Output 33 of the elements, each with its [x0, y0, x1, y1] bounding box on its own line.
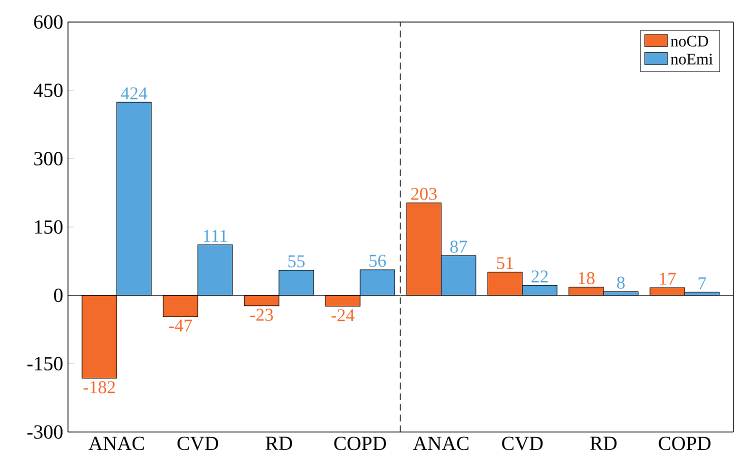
x-tick-label: ANAC — [88, 436, 144, 450]
x-tick-label: ANAC — [413, 436, 468, 450]
y-tick-label: -300 — [27, 425, 63, 439]
x-tick-label: RD — [590, 436, 617, 450]
data-label: 8 — [617, 276, 625, 289]
data-label: 18 — [578, 272, 595, 284]
x-tick-label: RD — [266, 436, 292, 450]
data-label: -47 — [169, 320, 192, 332]
y-tick-label: 150 — [35, 220, 63, 234]
data-label: -182 — [84, 381, 115, 394]
data-label: 203 — [411, 188, 437, 200]
data-label: 17 — [660, 272, 676, 285]
data-label: 111 — [204, 230, 227, 242]
x-tick-label: COPD — [334, 436, 386, 450]
y-tick-label: 600 — [34, 15, 63, 29]
data-label: 56 — [369, 254, 386, 267]
data-label: 22 — [532, 270, 548, 282]
data-label: 424 — [120, 87, 148, 100]
y-tick-label: -150 — [27, 356, 63, 370]
y-tick-label: 300 — [34, 152, 63, 166]
data-label: 7 — [698, 277, 706, 290]
y-tick-label: 0 — [54, 288, 63, 302]
legend-label: noEmi — [670, 54, 713, 64]
x-tick-label: CVD — [502, 436, 543, 450]
x-tick-label: COPD — [658, 436, 711, 450]
x-tick-label: CVD — [178, 436, 218, 450]
data-label: -23 — [250, 308, 273, 321]
legend-label: noCD — [670, 36, 708, 47]
data-label: -24 — [331, 309, 354, 322]
data-label: 55 — [288, 255, 305, 268]
data-label: 87 — [450, 240, 468, 253]
data-label: 51 — [497, 257, 513, 270]
y-tick-label: 450 — [34, 84, 63, 98]
